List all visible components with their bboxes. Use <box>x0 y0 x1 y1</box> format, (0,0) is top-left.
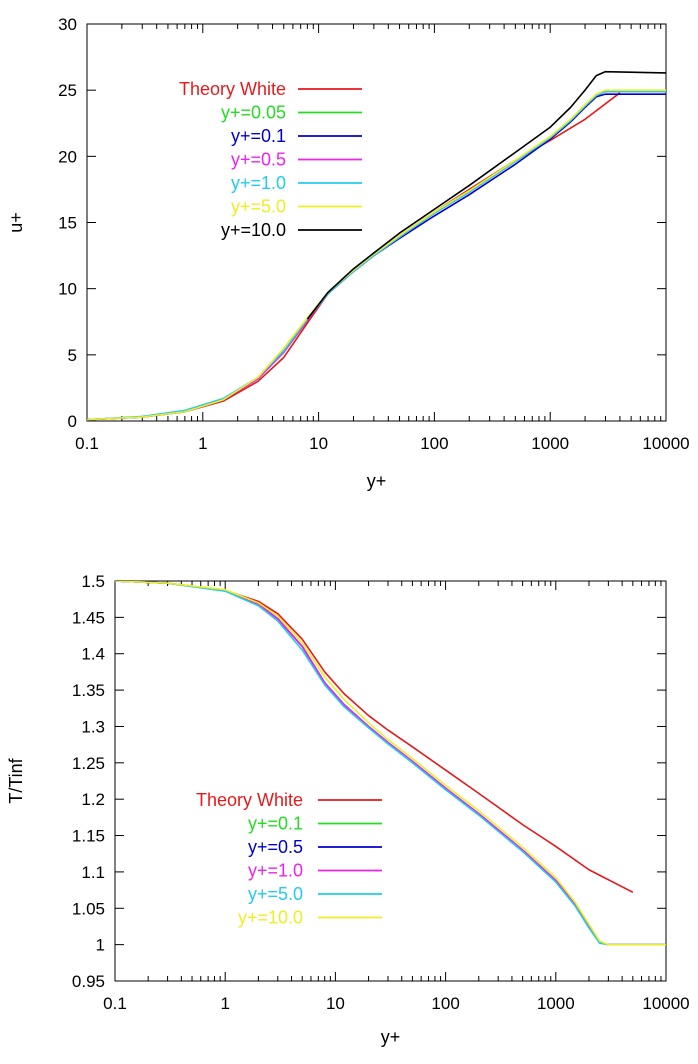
legend-label: y+=0.05 <box>221 103 286 123</box>
series-line-5 <box>115 581 666 946</box>
y-tick-label: 5 <box>68 346 77 365</box>
series-line-7 <box>306 70 666 320</box>
x-tick-label: 10000 <box>642 434 689 453</box>
legend-label: y+=5.0 <box>248 884 303 904</box>
y-tick-label: 0.95 <box>72 972 105 991</box>
legend-label: Theory White <box>196 790 303 810</box>
x-tick-label: 100 <box>431 994 459 1013</box>
y-tick-label: 30 <box>58 15 77 34</box>
y-tick-label: 1.1 <box>81 863 105 882</box>
y-tick-label: 10 <box>58 280 77 299</box>
legend-label: y+=10.0 <box>238 908 303 928</box>
series-line-5 <box>87 90 666 421</box>
series-line-6 <box>115 581 666 946</box>
legend-label: y+=10.0 <box>221 220 286 240</box>
series-line-4 <box>115 581 666 946</box>
x-tick-label: 0.1 <box>75 434 99 453</box>
plot-frame <box>114 580 667 982</box>
y-tick-label: 20 <box>58 147 77 166</box>
legend-label: y+=0.1 <box>248 814 303 834</box>
series-line-2 <box>87 90 666 421</box>
legend-label: y+=0.5 <box>248 837 303 857</box>
y-tick-label: 1.35 <box>72 681 105 700</box>
series-line-4 <box>87 90 666 421</box>
series-line-6 <box>87 89 666 421</box>
legend-label: Theory White <box>179 79 286 99</box>
y-tick-label: 0 <box>68 412 77 431</box>
y-tick-label: 1.25 <box>72 754 105 773</box>
plot-frame <box>86 23 667 422</box>
x-tick-label: 0.1 <box>103 994 127 1013</box>
x-tick-label: 10 <box>326 994 345 1013</box>
y-tick-label: 1.2 <box>81 790 105 809</box>
x-tick-label: 1 <box>220 994 229 1013</box>
y-tick-label: 15 <box>58 214 77 233</box>
x-tick-label: 10000 <box>642 994 689 1013</box>
x-axis-label: y+ <box>367 471 387 491</box>
legend: Theory White y+=0.1 y+=0.5 y+=1.0 y+=5.0 y+=1… <box>196 790 382 928</box>
series-line-3 <box>115 581 666 946</box>
y-tick-label: 1.5 <box>81 572 105 591</box>
chart-2: 0.1 1 10 100 1000 10000 0.95 1 1.05 1.1 1.15 1.2 1.2… <box>6 572 690 1047</box>
series-line-1 <box>87 92 621 421</box>
y-axis-label: u+ <box>6 212 26 233</box>
y-tick-label: 25 <box>58 81 77 100</box>
legend-label: y+=1.0 <box>248 861 303 881</box>
x-tick-label: 1000 <box>537 994 575 1013</box>
legend-label: y+=0.5 <box>231 150 286 170</box>
chart-1: 0.1 1 10 100 1000 10000 0 5 10 15 20 25 30 y+ u+ Theory… <box>6 15 690 491</box>
legend-label: y+=1.0 <box>231 173 286 193</box>
y-tick-label: 1.3 <box>81 717 105 736</box>
x-tick-label: 100 <box>420 434 448 453</box>
x-tick-label: 1000 <box>531 434 569 453</box>
series-line-1 <box>115 581 634 893</box>
y-tick-label: 1.05 <box>72 899 105 918</box>
legend: Theory White y+=0.05 y+=0.1 y+=0.5 y+=1.0 y+=… <box>179 79 362 240</box>
y-axis-label: T/Tinf <box>6 757 26 803</box>
series-line-2 <box>115 581 666 946</box>
x-axis-label: y+ <box>381 1027 401 1047</box>
y-tick-label: 1.15 <box>72 827 105 846</box>
x-tick-label: 1 <box>198 434 207 453</box>
series-line-3 <box>87 93 666 421</box>
x-tick-label: 10 <box>309 434 328 453</box>
y-tick-label: 1.4 <box>81 645 105 664</box>
legend-label: y+=0.1 <box>231 126 286 146</box>
y-tick-label: 1.45 <box>72 608 105 627</box>
legend-label: y+=5.0 <box>231 197 286 217</box>
y-tick-label: 1 <box>96 936 105 955</box>
